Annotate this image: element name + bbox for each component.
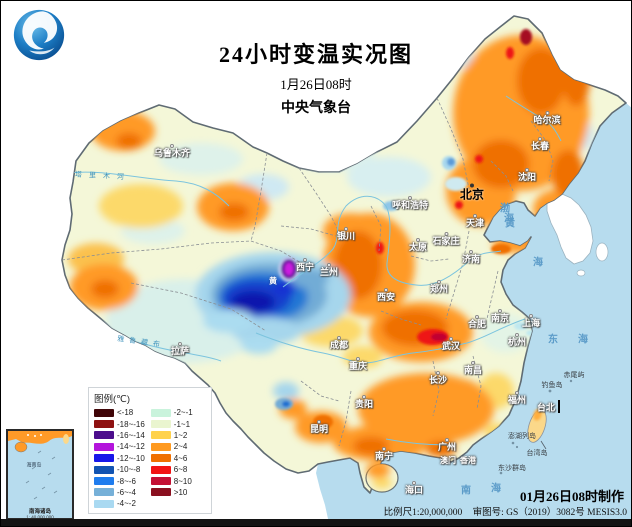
legend-swatch: [150, 488, 171, 497]
legend-item: -10~-8: [94, 464, 145, 475]
legend-label: 2~4: [173, 442, 188, 452]
legend-swatch: [150, 408, 171, 417]
island-west-japan: [595, 242, 609, 262]
legend-label: -6~-4: [117, 487, 136, 497]
cma-logo: [10, 6, 68, 64]
legend-columns: <-18 -18~-16 -16~-14 -14~-12 -12~-10 -10~-8 -8…: [94, 407, 206, 510]
south-china-sea-inset: 海南岛 南海诸岛 1: 40 000 000: [6, 429, 74, 520]
legend-label: -18~-16: [117, 419, 145, 429]
rivers: [68, 95, 562, 446]
legend-item: <-18: [94, 407, 145, 418]
legend-item: -4~-2: [94, 498, 145, 509]
legend-swatch: [150, 420, 171, 429]
inset-scale: 1: 40 000 000: [26, 514, 54, 520]
legend-swatch: [94, 454, 114, 463]
legend-label: 8~10: [173, 476, 192, 486]
legend-swatch: [94, 488, 114, 497]
legend-swatch: [150, 465, 171, 474]
legend-label: 4~6: [173, 453, 188, 463]
map-scale-info: 比例尺1:20,000,000 审图号: GS（2019）3082号 MESIS…: [376, 504, 627, 518]
legend-item: -2~-1: [150, 407, 193, 418]
legend-label: >10: [173, 487, 188, 497]
legend-swatch: [94, 408, 114, 417]
bottom-border-bar: [1, 519, 631, 526]
legend-title: 图例(℃): [94, 394, 130, 405]
legend-label: -8~-6: [117, 476, 136, 486]
legend-swatch: [94, 499, 114, 508]
inset-hainan-label: 海南岛: [26, 462, 42, 469]
legend-swatch: [94, 420, 114, 429]
island-jeju: [576, 269, 586, 277]
cma-logo-art: [13, 9, 65, 61]
legend-item: -8~-6: [94, 475, 145, 486]
legend-swatch: [150, 431, 171, 440]
taiwan-island: [527, 409, 547, 443]
legend-swatch: [94, 477, 114, 486]
legend-label: -16~-14: [117, 430, 145, 440]
legend-swatch: [94, 465, 114, 474]
legend-item: >10: [150, 487, 193, 498]
inset-art: [8, 431, 72, 500]
legend-label: -12~-10: [117, 453, 145, 463]
legend-label: -2~-1: [173, 408, 193, 418]
legend-swatch: [150, 477, 171, 486]
legend-item: 8~10: [150, 475, 193, 486]
legend-label: -14~-12: [117, 442, 145, 452]
offshore-island-dots: [499, 379, 573, 475]
legend-item: -18~-16: [94, 418, 145, 429]
legend-item: -6~-4: [94, 487, 145, 498]
legend-label: 1~2: [173, 430, 188, 440]
legend-label: -4~-2: [117, 499, 136, 509]
legend-column-negative: <-18 -18~-16 -16~-14 -14~-12 -12~-10 -10~-8 -8…: [94, 407, 145, 510]
legend-box: 图例(℃) <-18 -18~-16 -16~-14 -14~-12 -12~-10 -1…: [88, 387, 212, 514]
legend-item: -16~-14: [94, 430, 145, 441]
legend-swatch: [150, 442, 171, 451]
map-approval: 审图号: GS（2019）3082号 MESIS3.0: [472, 508, 627, 518]
legend-label: 6~8: [173, 465, 188, 475]
legend-swatch: [150, 454, 171, 463]
legend-item: 6~8: [150, 464, 193, 475]
legend-item: -14~-12: [94, 441, 145, 452]
legend-column-positive: -2~-1 -1~1 1~2 2~4 4~6 6~8 8~10 >10: [150, 407, 193, 510]
legend-item: 4~6: [150, 453, 193, 464]
legend-swatch: [94, 431, 114, 440]
korea-landmass: [546, 193, 594, 265]
inset-title: 南海诸岛: [28, 509, 52, 515]
legend-label: -10~-8: [117, 465, 141, 475]
legend-item: 1~2: [150, 430, 193, 441]
legend-swatch: [94, 442, 114, 451]
legend-item: -12~-10: [94, 453, 145, 464]
province-borders: [62, 97, 554, 447]
legend-label: <-18: [117, 408, 134, 418]
legend-item: -1~1: [150, 418, 193, 429]
map-scale: 比例尺1:20,000,000: [383, 508, 463, 518]
legend-label: -1~1: [173, 419, 191, 429]
legend-item: 2~4: [150, 441, 193, 452]
taipei-marker-line: [558, 400, 560, 413]
production-time: 01月26日08时制作: [519, 489, 624, 504]
